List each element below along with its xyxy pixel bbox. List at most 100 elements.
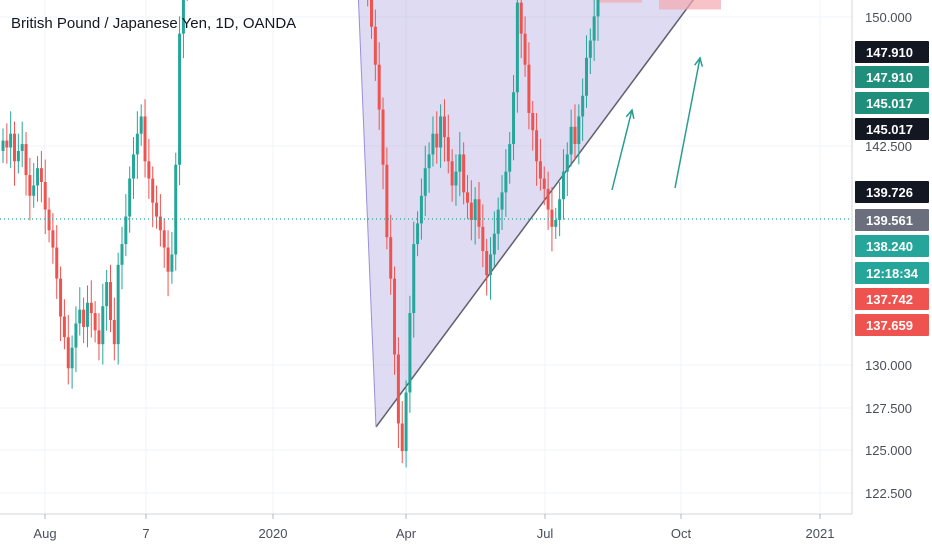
time-tick-label: 7 — [142, 526, 149, 541]
candle-body — [55, 247, 59, 279]
candle-body — [446, 137, 450, 162]
price-tag — [855, 118, 929, 140]
arrow-head — [694, 56, 704, 67]
price-tag-label: 137.659 — [866, 318, 913, 333]
candle-body — [489, 254, 493, 276]
candle-body — [523, 33, 527, 65]
price-axis: 150.000 142.500 130.000 127.500 125.000 122.5… — [865, 10, 912, 501]
arrow-head — [625, 108, 635, 119]
candle-body — [508, 144, 512, 172]
candle-body — [477, 199, 481, 227]
candle-body — [70, 347, 74, 369]
candle-body — [408, 313, 412, 393]
price-tag-label: 147.910 — [866, 70, 913, 85]
price-tag — [855, 66, 929, 88]
price-tag — [855, 92, 929, 114]
price-tag-label: 139.561 — [866, 213, 913, 228]
time-tick-label: Oct — [671, 526, 692, 541]
candle-body — [531, 113, 535, 131]
candle-body — [78, 309, 82, 324]
candle-body — [404, 392, 408, 452]
candle-body — [32, 185, 36, 196]
candle-body — [561, 171, 565, 200]
candle-body — [105, 282, 109, 307]
candle-body — [166, 247, 170, 272]
price-tick-label: 142.500 — [865, 139, 912, 154]
candle-body — [496, 209, 500, 234]
candle-body — [66, 337, 70, 369]
triangle-pattern — [358, 0, 694, 427]
candle-body — [151, 178, 155, 203]
price-tag-label: 139.726 — [866, 185, 913, 200]
candle-body — [28, 175, 32, 196]
candle-body — [82, 309, 86, 327]
price-tags: 147.910 147.910 145.017 145.017 139.726 139.5… — [855, 41, 929, 336]
candle-body — [485, 251, 489, 276]
candle-body — [584, 57, 588, 96]
candle-body — [435, 133, 439, 148]
price-tag — [855, 181, 929, 203]
candle-body — [473, 199, 477, 220]
candle-body — [596, 0, 600, 17]
price-tag-label: 12:18:34 — [866, 266, 919, 281]
candle-body — [112, 320, 116, 345]
price-tick-label: 125.000 — [865, 443, 912, 458]
candle-body — [419, 195, 423, 224]
projection-arrow — [611, 109, 633, 191]
candle-body — [147, 161, 151, 179]
candle-body — [108, 282, 112, 320]
candle-body — [5, 140, 9, 148]
candle-body — [423, 168, 427, 196]
candle-body — [174, 164, 178, 255]
candle-body — [13, 133, 17, 162]
candle-body — [178, 33, 182, 165]
candle-body — [558, 199, 562, 220]
candle-body — [139, 116, 143, 134]
time-tick-label: Apr — [396, 526, 417, 541]
chart-title: British Pound / Japanese Yen, 1D, OANDA — [11, 15, 296, 32]
candle-body — [143, 116, 147, 162]
candle-body — [431, 133, 435, 155]
price-tag — [855, 235, 929, 257]
candle-body — [162, 230, 166, 248]
candle-body — [450, 161, 454, 186]
candle-body — [535, 130, 539, 162]
candle-body — [59, 278, 63, 317]
candle-body — [377, 64, 381, 110]
candle-body — [101, 306, 105, 345]
chart-grid — [0, 0, 852, 514]
candle-body — [155, 202, 159, 217]
candle-body — [43, 182, 47, 210]
candle-body — [442, 116, 446, 138]
candle-body — [24, 144, 28, 176]
candle-body — [9, 133, 13, 148]
price-tag — [855, 41, 929, 63]
candle-body — [16, 150, 20, 162]
candle-body — [538, 161, 542, 179]
candle-body — [51, 230, 55, 248]
price-tag-label: 145.017 — [866, 122, 913, 137]
candle-body — [132, 154, 136, 179]
candle-body — [550, 209, 554, 227]
stop-zone — [599, 0, 642, 3]
candle-body — [1, 140, 5, 151]
candle-body — [120, 244, 124, 265]
drawing-tools — [357, 0, 721, 428]
candle-body — [527, 64, 531, 113]
triangle-edge — [357, 0, 377, 427]
candle-body — [62, 316, 66, 338]
candle-body — [39, 168, 43, 182]
candle-body — [573, 126, 577, 145]
price-tag-label: 145.017 — [866, 96, 913, 111]
price-tick-label: 150.000 — [865, 10, 912, 25]
candle-body — [385, 164, 389, 238]
candle-body — [565, 154, 569, 172]
candle-body — [512, 92, 516, 145]
price-tag-label: 137.742 — [866, 292, 913, 307]
candle-body — [458, 154, 462, 172]
candle-body — [546, 188, 550, 210]
price-tag — [855, 314, 929, 336]
candle-body — [389, 237, 393, 279]
candle-body — [504, 171, 508, 193]
